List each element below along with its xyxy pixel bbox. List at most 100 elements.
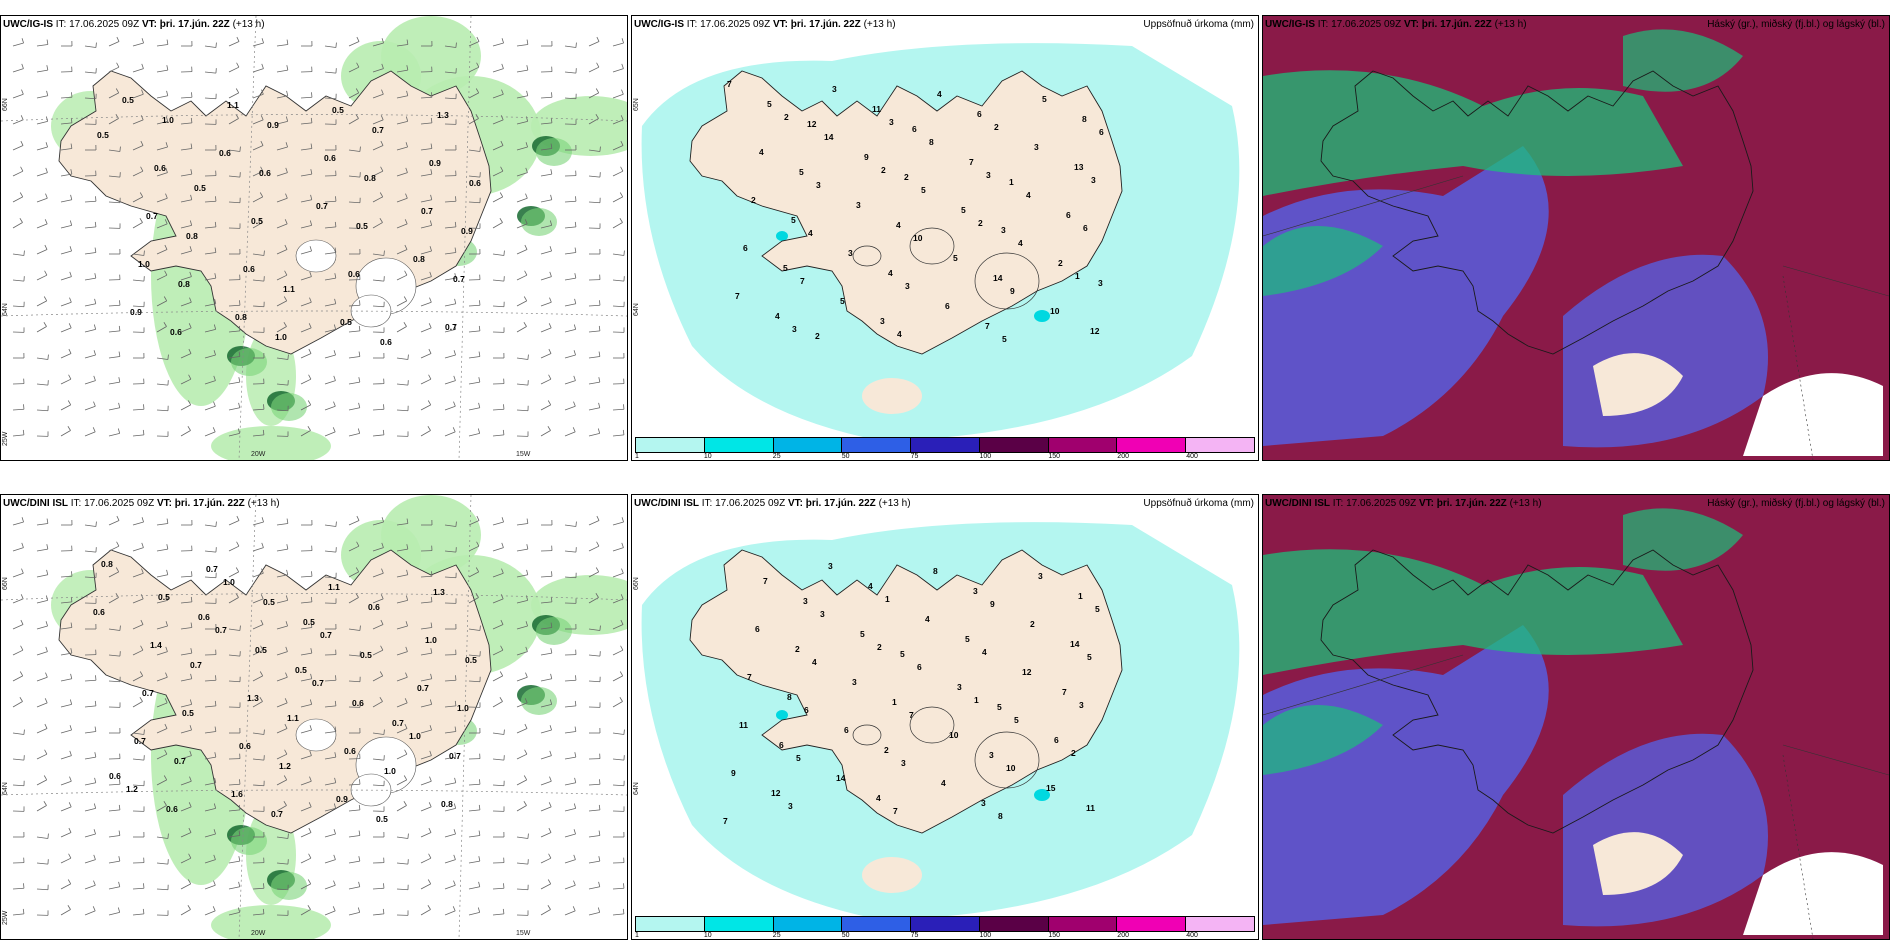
value-label: 2 (884, 745, 889, 755)
legend-tick: 25 (772, 932, 781, 939)
value-label: 3 (1001, 225, 1006, 235)
value-label: 0.6 (219, 148, 231, 158)
value-label: 2 (1030, 619, 1035, 629)
legend-swatch (1117, 917, 1187, 931)
panel-iges-clouds: UWC/IG-IS IT: 17.06.2025 09Z VT: þri. 17… (1262, 15, 1890, 461)
value-label: 0.8 (101, 559, 113, 569)
value-label: 1.3 (437, 110, 449, 120)
value-label: 0.8 (186, 231, 198, 241)
value-label: 10 (1050, 306, 1060, 316)
value-label: 5 (965, 634, 970, 644)
value-label: 0.5 (97, 130, 109, 140)
lat-lon-grid (1263, 175, 1889, 460)
legend-swatch (1186, 917, 1255, 931)
value-label: 1 (885, 594, 890, 604)
legend-color-bar (635, 437, 1255, 453)
value-label: 0.5 (376, 814, 388, 824)
value-label: 4 (1018, 238, 1023, 248)
legend-swatch (636, 917, 705, 931)
glacier-outlines (852, 706, 1040, 789)
value-label: 0.8 (178, 279, 190, 289)
value-label: 0.5 (251, 216, 263, 226)
value-label: 0.7 (449, 751, 461, 761)
legend-tick: 400 (1186, 932, 1198, 939)
value-label: 0.9 (130, 307, 142, 317)
value-label: 0.8 (364, 173, 376, 183)
value-label: 1 (974, 695, 979, 705)
weather-map: 66N 64N 25W 20W 15W 0.7 0.7 1.0 1.2 1.0 0.7 0.7 0.7 1… (1, 495, 627, 939)
legend-tick: 10 (703, 453, 712, 460)
legend-tick: 200 (1117, 453, 1129, 460)
value-label: 7 (747, 672, 752, 682)
value-label: 0.5 (255, 645, 267, 655)
value-label: 0.5 (295, 665, 307, 675)
panel-dini-accumulated-precip: UWC/DINI ISL IT: 17.06.2025 09Z VT: þri.… (631, 494, 1259, 940)
value-label: 0.7 (190, 660, 202, 670)
value-label: 1.3 (247, 693, 259, 703)
value-label: 5 (997, 702, 1002, 712)
value-label: 3 (832, 84, 837, 94)
value-label: 3 (986, 170, 991, 180)
cloud-layers (1263, 508, 1883, 935)
legend-swatch (704, 917, 774, 931)
weather-map: 66N 64N 25W 20W 15W 0.5 0.6 0.7 0.8 0.9 1.1 0.6 0.7 1… (1, 16, 627, 460)
value-label: 0.6 (368, 602, 380, 612)
value-label: 5 (840, 296, 845, 306)
legend-swatch (911, 917, 980, 931)
lon-label: 20W (251, 930, 266, 937)
value-label: 8 (1082, 114, 1087, 124)
value-label: 0.9 (429, 158, 441, 168)
panel-header: UWC/IG-IS IT: 17.06.2025 09Z VT: þri. 17… (1265, 19, 1885, 30)
value-label: 6 (1099, 127, 1104, 137)
value-label: 5 (953, 253, 958, 263)
value-labels: 0.7 0.7 1.0 1.2 1.0 0.7 0.7 0.7 1.6 1.1 1.0 0.7 0.6 0… (93, 559, 477, 824)
value-label: 2 (815, 331, 820, 341)
iceland-outline (689, 549, 1123, 834)
panel-header: UWC/DINI ISL IT: 17.06.2025 09Z VT: þri.… (634, 498, 1254, 509)
value-label: 3 (828, 561, 833, 571)
panel-header: UWC/DINI ISL IT: 17.06.2025 09Z VT: þri.… (1265, 498, 1885, 509)
legend-color-bar (635, 916, 1255, 932)
value-label: 9 (1010, 286, 1015, 296)
lon-label: 25W (2, 910, 9, 925)
value-label: 7 (763, 576, 768, 586)
value-label: 6 (1066, 210, 1071, 220)
value-label: 7 (723, 816, 728, 826)
value-label: 8 (929, 137, 934, 147)
value-labels: 2221333674234356310971454738465432365435… (727, 79, 1104, 344)
value-label: 7 (735, 291, 740, 301)
panel-header: UWC/IG-IS IT: 17.06.2025 09Z VT: þri. 17… (634, 19, 1254, 30)
value-label: 0.7 (453, 274, 465, 284)
value-label: 10 (949, 730, 959, 740)
legend-tick: 100 (979, 453, 992, 460)
value-label: 5 (921, 185, 926, 195)
value-label: 5 (1095, 604, 1100, 614)
value-label: 9 (990, 599, 995, 609)
value-label: 4 (888, 268, 893, 278)
value-label: 4 (941, 778, 946, 788)
cloud-layers (1263, 29, 1883, 456)
value-label: 14 (836, 773, 846, 783)
value-label: 7 (969, 157, 974, 167)
value-label: 12 (807, 119, 817, 129)
value-label: 4 (896, 220, 901, 230)
legend-tick: 75 (910, 453, 919, 460)
value-label: 1.4 (150, 640, 162, 650)
value-label: 0.7 (320, 630, 332, 640)
legend-swatch (842, 438, 912, 452)
lat-label: 65N (633, 98, 640, 111)
value-label: 0.7 (312, 678, 324, 688)
value-label: 0.9 (336, 794, 348, 804)
value-label: 3 (880, 316, 885, 326)
value-label: 6 (743, 243, 748, 253)
iceland-outline (1320, 70, 1754, 355)
value-label: 2 (881, 165, 886, 175)
value-label: 1.3 (433, 587, 445, 597)
value-label: 7 (800, 276, 805, 286)
value-label: 1.6 (231, 789, 243, 799)
value-label: 4 (812, 657, 817, 667)
legend-tick: 25 (772, 453, 781, 460)
value-label: 7 (893, 806, 898, 816)
precip-legend: 1 10 25 50 75 100 150 200 400 (635, 916, 1255, 939)
lat-label: 64N (633, 782, 640, 795)
